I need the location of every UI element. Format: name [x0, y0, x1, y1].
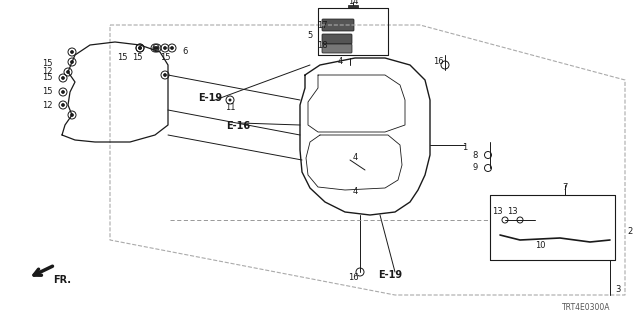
- Circle shape: [70, 114, 74, 116]
- Circle shape: [228, 99, 232, 101]
- Text: 10: 10: [535, 241, 545, 250]
- Text: 4: 4: [353, 188, 358, 196]
- Text: E-19: E-19: [198, 93, 222, 103]
- Text: 7: 7: [563, 182, 568, 191]
- Text: TRT4E0300A: TRT4E0300A: [561, 303, 610, 313]
- Text: 4: 4: [337, 58, 342, 67]
- Text: 15: 15: [42, 59, 52, 68]
- Text: 8: 8: [472, 150, 477, 159]
- Text: 2: 2: [627, 228, 632, 236]
- Text: 13: 13: [492, 207, 502, 217]
- Circle shape: [163, 74, 166, 76]
- FancyBboxPatch shape: [322, 44, 352, 53]
- Circle shape: [156, 46, 159, 50]
- Circle shape: [70, 60, 74, 63]
- Circle shape: [170, 46, 173, 50]
- Text: 3: 3: [615, 285, 621, 294]
- Circle shape: [61, 103, 65, 107]
- Text: 12: 12: [42, 68, 52, 76]
- Circle shape: [163, 46, 166, 50]
- Text: 15: 15: [116, 53, 127, 62]
- Text: 16: 16: [348, 274, 358, 283]
- Text: 17: 17: [317, 20, 327, 29]
- Text: 14: 14: [348, 0, 358, 6]
- Circle shape: [70, 51, 74, 53]
- Text: 4: 4: [353, 154, 358, 163]
- Text: 13: 13: [507, 207, 517, 217]
- Text: E-16: E-16: [226, 121, 250, 131]
- Text: 15: 15: [132, 53, 142, 62]
- Circle shape: [138, 46, 141, 50]
- Text: 11: 11: [225, 103, 236, 113]
- Text: 15: 15: [42, 87, 52, 97]
- Text: 9: 9: [472, 164, 477, 172]
- Polygon shape: [348, 5, 358, 8]
- Circle shape: [61, 76, 65, 79]
- Text: 16: 16: [433, 58, 444, 67]
- Text: 12: 12: [42, 100, 52, 109]
- Circle shape: [61, 91, 65, 93]
- Text: 15: 15: [160, 52, 170, 61]
- Circle shape: [67, 70, 70, 74]
- FancyBboxPatch shape: [322, 34, 352, 44]
- Text: E-19: E-19: [378, 270, 402, 280]
- Text: 18: 18: [317, 41, 327, 50]
- FancyBboxPatch shape: [322, 19, 354, 31]
- Text: 6: 6: [182, 47, 188, 57]
- Text: 5: 5: [307, 30, 312, 39]
- Text: 15: 15: [42, 74, 52, 83]
- Circle shape: [138, 46, 141, 50]
- Circle shape: [154, 46, 157, 50]
- Text: FR.: FR.: [53, 275, 71, 285]
- Text: 1: 1: [462, 143, 468, 153]
